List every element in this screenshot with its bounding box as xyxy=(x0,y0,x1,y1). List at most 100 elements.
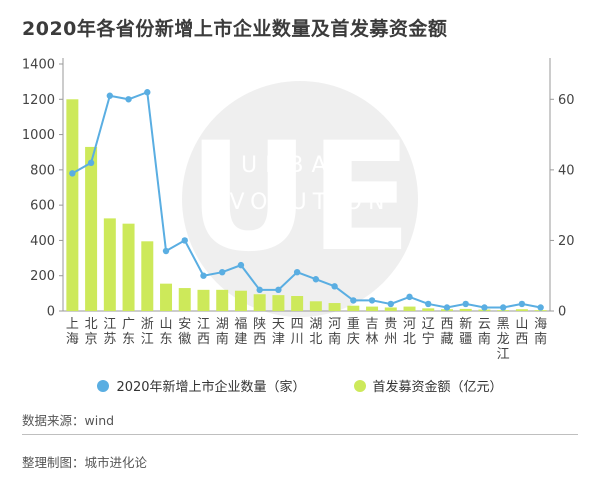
point-四川 xyxy=(293,268,301,276)
y-left-tick-label: 0 xyxy=(47,305,55,320)
point-江西 xyxy=(200,272,207,279)
point-安徽 xyxy=(181,237,188,244)
bar-天津 xyxy=(272,295,285,311)
x-tick-label-辽宁: 辽宁 xyxy=(422,317,435,347)
x-tick-label-云南: 云南 xyxy=(478,317,491,347)
bar-江西 xyxy=(197,289,210,311)
watermark-text-evolution: EVOLUTION xyxy=(210,190,391,215)
bar-河北 xyxy=(403,306,416,311)
point-新疆 xyxy=(462,300,469,308)
point-西藏 xyxy=(443,304,451,311)
x-tick-label-浙江: 浙江 xyxy=(141,317,154,347)
bar-浙江 xyxy=(141,241,154,311)
x-tick-label-西藏: 西藏 xyxy=(440,317,453,347)
x-tick-label-重庆: 重庆 xyxy=(347,316,360,347)
bar-新疆 xyxy=(459,308,472,311)
point-云南 xyxy=(481,304,488,311)
legend-label-amount: 首发募资金额（亿元） xyxy=(372,380,503,395)
line-series xyxy=(69,89,544,311)
watermark-circle xyxy=(182,81,418,317)
bar-江苏 xyxy=(103,218,116,311)
y-left-tick-label: 1400 xyxy=(22,58,55,73)
point-海南 xyxy=(537,304,544,311)
point-贵州 xyxy=(387,300,394,308)
x-tick-label-黑龙江: 黑龙江 xyxy=(497,317,510,362)
y-left-tick-label: 1200 xyxy=(22,93,55,108)
point-浙江 xyxy=(144,89,151,96)
bar-安徽 xyxy=(178,288,191,311)
x-tick-label-上海: 上海 xyxy=(66,317,79,347)
y-left-tick-label: 600 xyxy=(30,199,55,214)
bar-湖南 xyxy=(216,289,229,311)
bar-北京 xyxy=(85,146,98,311)
chart-area: UE URBAN EVOLUTION 0 200 400 600 800 1000 1200… xyxy=(22,58,575,363)
bar-吉林 xyxy=(366,306,379,311)
point-吉林 xyxy=(368,297,376,304)
x-tick-label-山东: 山东 xyxy=(160,317,173,347)
y-left-tick-label: 200 xyxy=(30,269,55,284)
x-tick-label-四川: 四川 xyxy=(291,317,304,347)
x-tick-label-贵州: 贵州 xyxy=(384,317,397,347)
x-tick-label-广东: 广东 xyxy=(122,317,135,347)
bar-上海 xyxy=(66,99,79,312)
x-tick-label-北京: 北京 xyxy=(85,317,98,347)
y-left-tick-label: 1000 xyxy=(22,128,55,143)
bar-重庆 xyxy=(347,305,360,311)
bar-series xyxy=(66,99,547,312)
point-黑龙江 xyxy=(499,304,507,311)
point-江苏 xyxy=(106,92,114,99)
watermark-ue: UE xyxy=(188,111,412,285)
y-right-tick-label: 40 xyxy=(558,163,575,178)
point-广东 xyxy=(125,96,132,103)
bar-福建 xyxy=(234,290,247,311)
y-left-tick-label: 800 xyxy=(30,163,55,178)
x-tick-label-安徽: 安徽 xyxy=(178,317,191,347)
data-source: 数据来源：wind xyxy=(22,413,115,428)
bar-贵州 xyxy=(384,307,397,311)
point-河北 xyxy=(406,293,413,301)
point-福建 xyxy=(237,261,245,269)
bar-辽宁 xyxy=(422,308,435,311)
point-湖南 xyxy=(219,268,226,276)
x-tick-label-陕西: 陕西 xyxy=(253,317,266,347)
legend-label-count: 2020年新增上市企业数量（家） xyxy=(116,380,306,395)
point-山西 xyxy=(518,300,526,308)
x-tick-label-海南: 海南 xyxy=(534,317,547,347)
watermark-text-urban: URBAN xyxy=(241,153,359,178)
point-陕西 xyxy=(256,286,263,294)
point-湖北 xyxy=(312,276,320,283)
credit: 整理制图：城市进化论 xyxy=(22,455,148,470)
x-tick-label-福建: 福建 xyxy=(234,317,247,347)
x-tick-label-江苏: 江苏 xyxy=(103,317,116,347)
point-河南 xyxy=(331,283,338,290)
legend-item-count[interactable]: 2020年新增上市企业数量（家） xyxy=(97,376,306,395)
x-tick-label-江西: 江西 xyxy=(197,317,210,347)
point-北京 xyxy=(87,159,95,166)
axes: 0 200 400 600 800 1000 1200 1400 0 20 40 60 xyxy=(22,58,575,320)
bar-陕西 xyxy=(253,294,266,311)
legend: 2020年新增上市企业数量（家） 首发募资金额（亿元） xyxy=(0,376,600,395)
point-山东 xyxy=(162,247,170,255)
x-tick-label-新疆: 新疆 xyxy=(459,316,472,347)
bar-湖北 xyxy=(309,301,322,311)
legend-dot-count xyxy=(97,379,110,392)
bar-山东 xyxy=(160,283,173,311)
x-tick-label-吉林: 吉林 xyxy=(366,317,379,347)
y-right-tick-label: 20 xyxy=(558,234,575,249)
x-tick-label-山西: 山西 xyxy=(515,317,528,347)
watermark-logo: UE URBAN EVOLUTION xyxy=(182,81,418,317)
x-axis-labels: 上海北京江苏广东浙江山东安徽江西湖南福建陕西天津四川湖北河南重庆吉林贵州河北辽宁… xyxy=(66,316,547,362)
legend-dot-amount xyxy=(353,379,366,392)
bar-四川 xyxy=(291,296,304,311)
bar-河南 xyxy=(328,303,341,311)
y-left-tick-label: 400 xyxy=(30,234,55,249)
bar-广东 xyxy=(122,223,135,311)
point-重庆 xyxy=(350,297,357,304)
point-辽宁 xyxy=(425,300,432,308)
chart-title: 2020年各省份新增上市企业数量及首发募资金额 xyxy=(22,18,448,40)
bar-山西 xyxy=(515,309,528,311)
y-right-tick-label: 60 xyxy=(558,93,575,108)
point-上海 xyxy=(69,170,76,177)
x-tick-label-河北: 河北 xyxy=(403,317,416,347)
legend-item-amount[interactable]: 首发募资金额（亿元） xyxy=(353,376,503,395)
